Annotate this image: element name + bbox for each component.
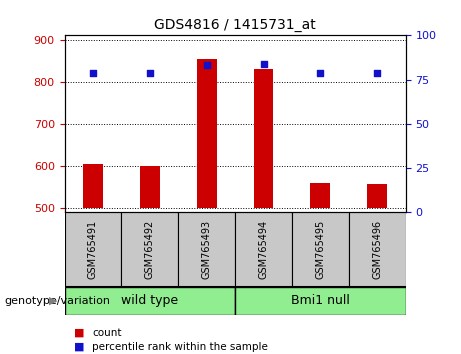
Point: [203, 63, 210, 68]
Point: [89, 70, 97, 75]
Point: [317, 70, 324, 75]
Bar: [367, 184, 387, 208]
Text: Bmi1 null: Bmi1 null: [291, 295, 350, 307]
Bar: [235, 212, 292, 287]
Text: GSM765495: GSM765495: [315, 220, 325, 279]
Title: GDS4816 / 1415731_at: GDS4816 / 1415731_at: [154, 18, 316, 32]
Bar: [254, 69, 273, 208]
Text: ■: ■: [74, 342, 84, 352]
Text: count: count: [92, 328, 122, 338]
Bar: [178, 212, 235, 287]
Point: [373, 70, 381, 75]
Point: [146, 70, 154, 75]
Text: GSM765492: GSM765492: [145, 220, 155, 279]
Bar: [140, 166, 160, 208]
Bar: [65, 212, 121, 287]
Bar: [310, 183, 331, 208]
Text: ▶: ▶: [49, 296, 57, 306]
Text: percentile rank within the sample: percentile rank within the sample: [92, 342, 268, 352]
Text: ■: ■: [74, 328, 84, 338]
Bar: [121, 212, 178, 287]
Text: wild type: wild type: [121, 295, 178, 307]
Text: GSM765496: GSM765496: [372, 220, 382, 279]
Text: GSM765493: GSM765493: [201, 220, 212, 279]
Bar: [349, 212, 406, 287]
Bar: [83, 164, 103, 208]
Point: [260, 61, 267, 67]
Bar: [65, 287, 235, 315]
Bar: [197, 58, 217, 208]
Text: genotype/variation: genotype/variation: [5, 296, 111, 306]
Bar: [292, 212, 349, 287]
Text: GSM765494: GSM765494: [259, 220, 269, 279]
Bar: [235, 287, 406, 315]
Text: GSM765491: GSM765491: [88, 220, 98, 279]
